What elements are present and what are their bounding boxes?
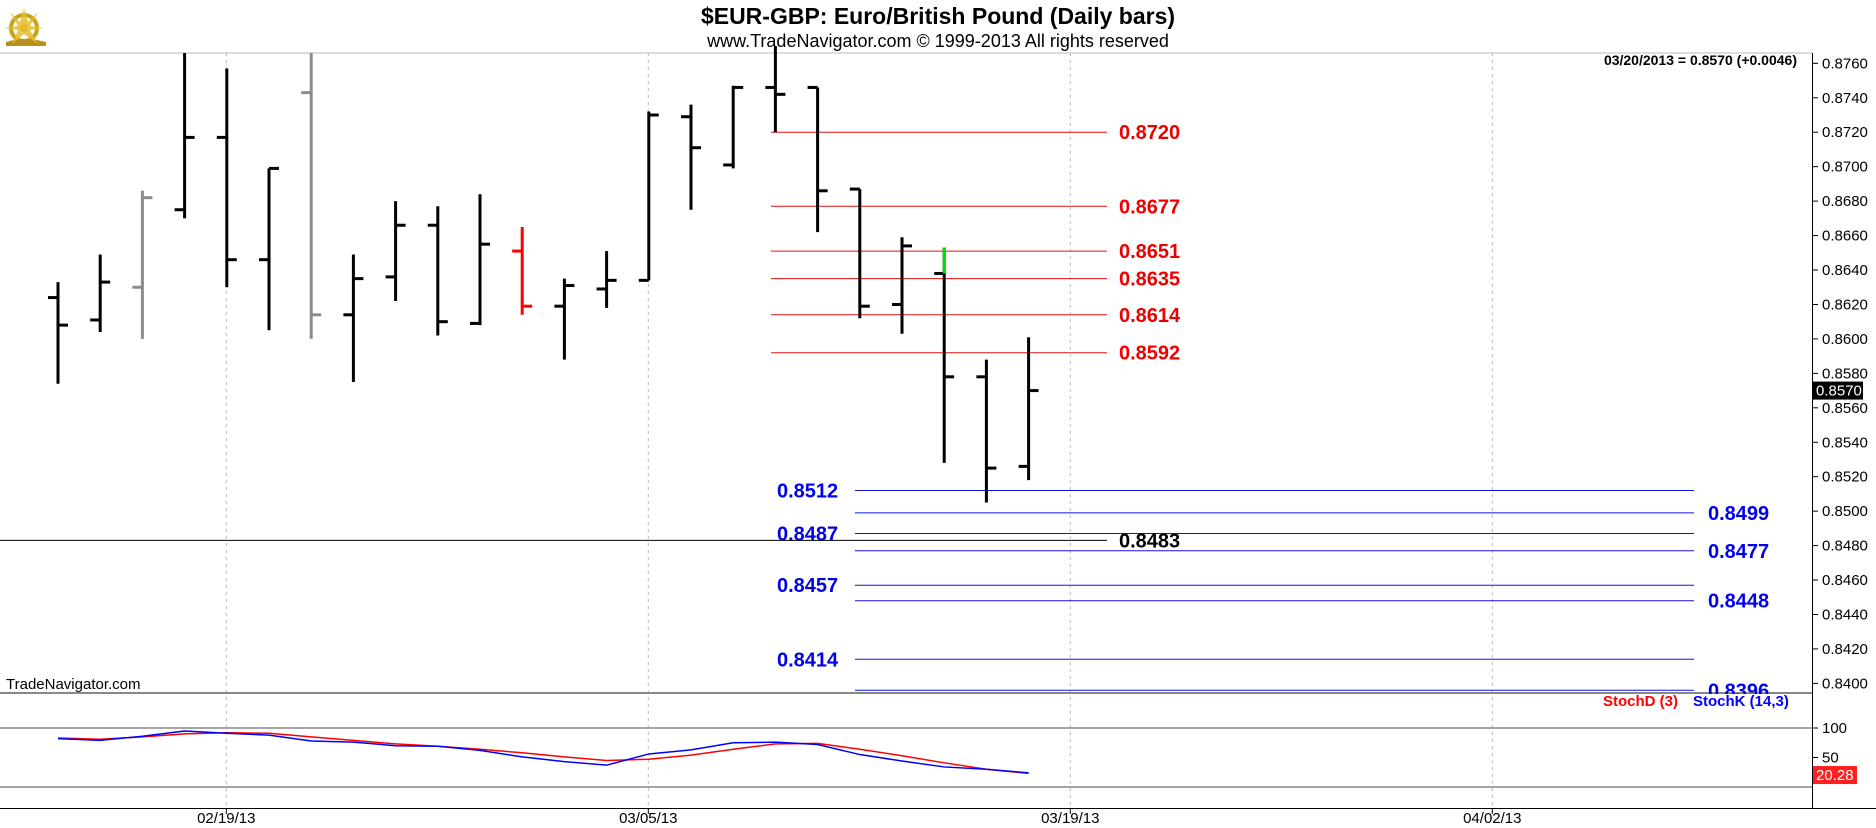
x-tick-label: 03/05/13	[619, 810, 677, 827]
stoch-y-tick-label: 100	[1822, 720, 1847, 737]
support-label: 0.8477	[1708, 541, 1769, 563]
stoch-last-box	[1813, 766, 1857, 785]
y-tick-label: 0.8740	[1822, 90, 1868, 107]
support-label: 0.8457	[777, 575, 838, 597]
x-tick-label: 03/19/13	[1041, 810, 1099, 827]
label-clip-mask	[1700, 694, 1812, 724]
y-tick-label: 0.8700	[1822, 159, 1868, 176]
y-tick-label: 0.8680	[1822, 193, 1868, 210]
resistance-label: 0.8592	[1119, 343, 1180, 365]
header-band	[0, 0, 1876, 53]
y-tick-label: 0.8560	[1822, 400, 1868, 417]
resistance-label: 0.8635	[1119, 269, 1180, 291]
resistance-label: 0.8651	[1119, 241, 1180, 263]
y-tick-label: 0.8480	[1822, 538, 1868, 555]
stochastic-panel	[57, 730, 1029, 775]
y-tick-label: 0.8460	[1822, 572, 1868, 589]
support-label: 0.8499	[1708, 503, 1769, 525]
axes: 02/19/13 03/05/13 03/19/13 04/02/13 0.8760 0.…	[0, 53, 1876, 827]
y-tick-label: 0.8760	[1822, 55, 1868, 72]
stoch-last-label: 20.28	[1816, 767, 1854, 784]
y-tick-label: 0.8620	[1822, 296, 1868, 313]
y-tick-label: 0.8660	[1822, 228, 1868, 245]
price-panel	[0, 0, 1876, 788]
ohlc-bars	[48, 46, 1039, 503]
x-tick-label: 02/19/13	[197, 810, 255, 827]
stochd-legend: StochD (3)	[1603, 693, 1678, 710]
stoch-line-stochd	[57, 731, 1029, 775]
black-level-label: 0.8483	[1119, 530, 1180, 552]
last-quote: 03/20/2013 = 0.8570 (+0.0046)	[1603, 52, 1797, 68]
y-tick-label: 0.8520	[1822, 469, 1868, 486]
y-tick-label: 0.8600	[1822, 331, 1868, 348]
resistance-label: 0.8614	[1119, 305, 1181, 327]
y-tick-label: 0.8500	[1822, 503, 1868, 520]
y-tick-label: 0.8640	[1822, 262, 1868, 279]
y-tick-label: 0.8420	[1822, 641, 1868, 658]
y-tick-label: 0.8720	[1822, 124, 1868, 141]
grid-lines	[225, 53, 1493, 808]
last-price-label: 0.8570	[1816, 383, 1862, 400]
support-label: 0.8414	[777, 649, 839, 671]
resistance-label: 0.8677	[1119, 196, 1180, 218]
footer-brand: TradeNavigator.com	[6, 676, 141, 693]
stochk-legend: StochK (14,3)	[1693, 693, 1789, 710]
support-label: 0.8487	[777, 524, 838, 546]
y-tick-label: 0.8540	[1822, 434, 1868, 451]
last-price-box	[1813, 381, 1863, 400]
y-tick-label: 0.8440	[1822, 606, 1868, 623]
support-label: 0.8512	[777, 480, 838, 502]
support-resistance-levels: 0.8720 0.8677 0.8651 0.8635 0.8614 0.8592 0.85…	[0, 122, 1812, 724]
resistance-label: 0.8720	[1119, 122, 1180, 144]
ship-wheel-logo-icon	[2, 2, 50, 53]
y-tick-label: 0.8580	[1822, 365, 1868, 382]
x-tick-label: 04/02/13	[1463, 810, 1521, 827]
y-tick-label: 0.8400	[1822, 675, 1868, 692]
stoch-line-stochk	[57, 730, 1029, 774]
chart-title: $EUR-GBP: Euro/British Pound (Daily bars…	[700, 3, 1176, 29]
stoch-y-tick-label: 50	[1822, 750, 1839, 767]
chart-subtitle: www.TradeNavigator.com © 1999-2013 All r…	[707, 31, 1169, 51]
support-label: 0.8448	[1708, 591, 1769, 613]
